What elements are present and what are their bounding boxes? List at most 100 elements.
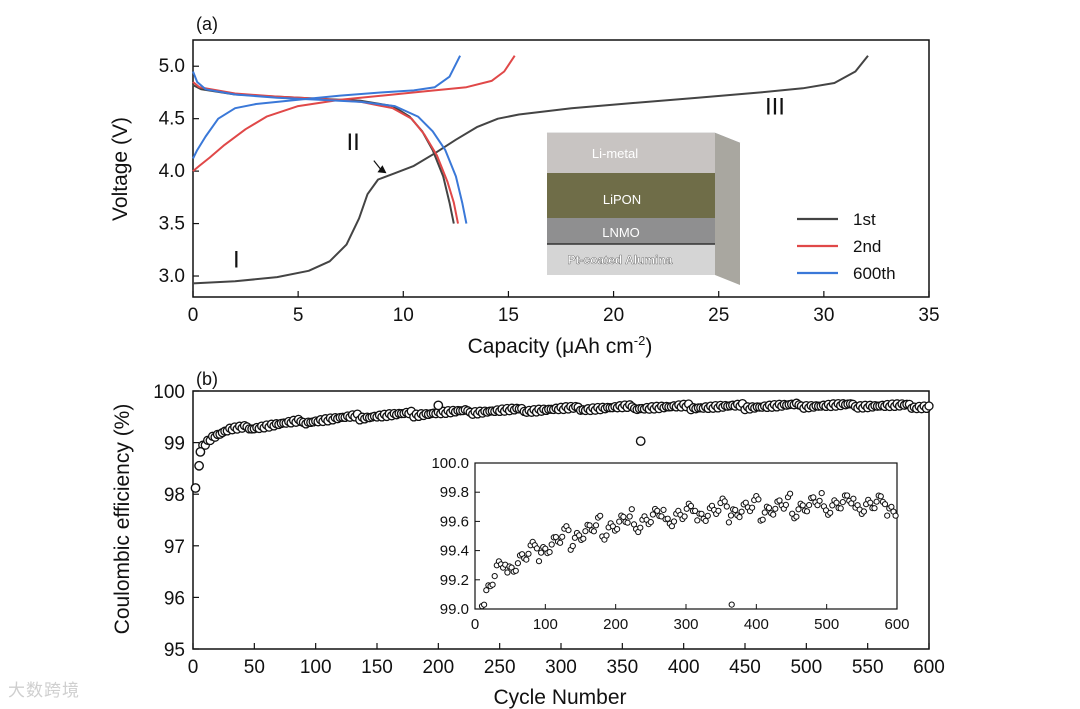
inset-point <box>850 495 857 502</box>
inset-point <box>795 506 802 513</box>
a-xtick-label: 25 <box>708 305 729 326</box>
inset-point <box>698 510 705 517</box>
panel-a-y-ticks: 3.0 3.5 4.0 4.5 5.0 <box>159 56 199 287</box>
inset-point <box>525 550 532 557</box>
inset-point <box>877 493 884 500</box>
b-ytick-label: 96 <box>164 588 185 609</box>
inset-point <box>736 514 743 521</box>
panel-b-efficiency-chart: (b) 95 96 97 98 99 100 0 50 100 150 200 250 300 350 4… <box>111 369 945 709</box>
layer-lipon <box>547 173 715 218</box>
panel-b-x-axis-label: Cycle Number <box>493 686 626 709</box>
inset-point <box>654 507 661 514</box>
b-xtick-label: 450 <box>729 657 761 678</box>
region-ii-arrow <box>373 160 387 174</box>
panel-a-voltage-chart: (a) 3.03.54.04.55.0 0 5 10 15 20 25 30 35 IIIII… <box>109 14 940 358</box>
inset-point <box>810 494 817 501</box>
inset-point <box>557 539 564 546</box>
inset-point <box>491 573 498 580</box>
device-stack-diagram: Li-metal LiPON LNMO Pt-coated Alumina <box>546 132 741 285</box>
a-xtick-label: 15 <box>498 305 519 326</box>
panel-b-label: (b) <box>196 369 218 389</box>
inset-point <box>787 490 794 497</box>
inset-point <box>692 507 699 514</box>
b-xtick-label: 350 <box>606 657 638 678</box>
inset-point <box>765 504 773 511</box>
inset-point <box>755 496 762 503</box>
legend-label-2nd: 2nd <box>853 237 881 256</box>
inset-point <box>637 524 644 531</box>
inset-point <box>881 501 889 508</box>
inset-point <box>772 505 779 512</box>
inset-point <box>658 513 665 520</box>
inset-point <box>837 505 844 512</box>
inset-point <box>884 512 891 519</box>
panel-a-frame <box>192 39 930 298</box>
inset-point <box>759 516 766 523</box>
panel-b-inset-chart: 99.0 99.2 99.4 99.6 99.8 100.0 0 100 200 300 400 5… <box>431 455 909 633</box>
inset-point <box>732 506 739 514</box>
b-ytick-label: 97 <box>164 537 185 558</box>
inset-point <box>725 519 733 526</box>
b-xtick-label: 550 <box>852 657 884 678</box>
inset-point <box>829 502 836 509</box>
panel-b-x-ticks: 0 50 100 150 200 250 300 350 400 450 500 550 600 <box>188 643 945 678</box>
inset-y-ticks: 99.0 99.2 99.4 99.6 99.8 100.0 <box>431 455 480 618</box>
layer-label-lipon: LiPON <box>603 192 641 207</box>
inset-point <box>628 506 635 513</box>
layer-li-metal <box>547 133 715 173</box>
b-xtick-label: 400 <box>668 657 700 678</box>
inset-point <box>694 517 701 524</box>
inset-xtick-label: 0 <box>471 616 479 633</box>
layer-label-pt-coated-alumina: Pt-coated Alumina <box>568 253 673 267</box>
inset-point <box>892 512 899 519</box>
inset-xtick-label: 600 <box>884 616 909 633</box>
x-label-main: Capacity ( <box>468 335 563 358</box>
series-line-1st <box>192 55 869 285</box>
inset-point <box>523 556 530 563</box>
x-label-end: ) <box>645 335 652 358</box>
series-line-2nd <box>192 55 516 172</box>
inset-point <box>873 498 880 505</box>
inset-point <box>624 519 631 526</box>
b-ytick-label: 100 <box>153 382 185 403</box>
series-line-2nd-discharge <box>192 81 459 224</box>
inset-ytick-label: 99.2 <box>440 572 469 589</box>
panel-a-y-axis-label: Voltage (V) <box>109 117 132 221</box>
b-xtick-label: 100 <box>300 657 332 678</box>
inset-point <box>565 527 572 534</box>
inset-point <box>582 528 589 535</box>
a-ytick-label: 4.0 <box>159 161 185 182</box>
legend-label-1st: 1st <box>853 210 876 229</box>
inset-point <box>590 528 598 535</box>
inset-point <box>827 509 834 516</box>
x-label-unit: μAh cm <box>562 335 634 358</box>
inset-point <box>660 506 667 513</box>
inset-point <box>702 517 709 525</box>
inset-point <box>844 492 851 499</box>
inset-point <box>538 549 545 556</box>
legend-label-600th: 600th <box>853 264 896 283</box>
watermark: 大数跨境 <box>8 681 80 701</box>
inset-xtick-label: 500 <box>814 616 839 633</box>
inset-point <box>670 518 678 525</box>
series-line-1st-discharge <box>192 84 455 224</box>
efficiency-point <box>924 401 934 411</box>
inset-point <box>738 508 745 515</box>
a-xtick-label: 10 <box>393 305 414 326</box>
a-xtick-label: 35 <box>918 305 939 326</box>
region-label: I <box>233 247 240 274</box>
inset-point <box>512 567 519 574</box>
a-ytick-label: 5.0 <box>159 56 185 77</box>
layer-label-lnmo: LNMO <box>602 225 640 240</box>
inset-point <box>546 549 553 556</box>
inset-point <box>770 511 777 518</box>
arrow-head <box>377 165 387 174</box>
inset-point <box>871 505 878 512</box>
inset-point <box>839 499 846 506</box>
inset-point <box>683 505 690 512</box>
inset-x-ticks: 0 100 200 300 400 500 600 <box>471 604 910 633</box>
panel-b-y-axis-label: Coulombic efficiency (%) <box>111 404 134 635</box>
inset-point <box>782 501 790 508</box>
inset-point <box>761 509 768 516</box>
